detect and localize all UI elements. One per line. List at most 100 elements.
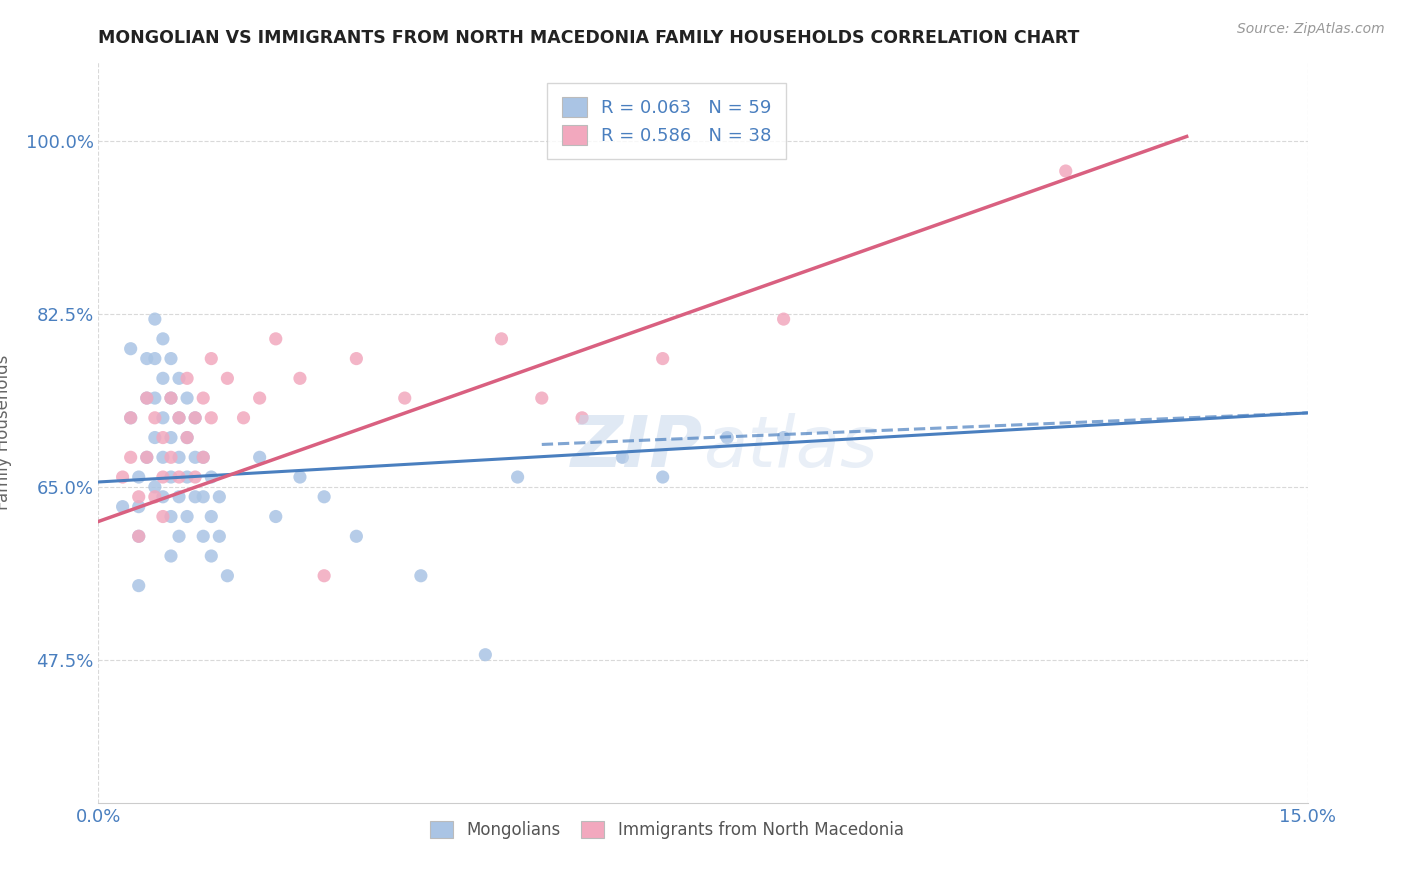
Point: [111, 470, 134, 484]
Point: [651, 351, 673, 366]
Point: [716, 431, 738, 445]
Point: [249, 391, 271, 405]
Point: [135, 450, 157, 465]
Point: [143, 480, 166, 494]
Point: [160, 549, 183, 563]
Point: [200, 549, 222, 563]
Point: [176, 391, 198, 405]
Legend: Mongolians, Immigrants from North Macedonia: Mongolians, Immigrants from North Macedo…: [422, 813, 912, 847]
Point: [772, 431, 794, 445]
Point: [160, 470, 183, 484]
Point: [143, 312, 166, 326]
Point: [143, 431, 166, 445]
Point: [128, 579, 150, 593]
Point: [160, 450, 183, 465]
Point: [143, 391, 166, 405]
Point: [176, 431, 198, 445]
Point: [200, 470, 222, 484]
Point: [217, 568, 239, 582]
Point: [506, 470, 529, 484]
Point: [128, 529, 150, 543]
Point: [152, 470, 174, 484]
Point: [193, 450, 215, 465]
Point: [200, 509, 222, 524]
Point: [135, 391, 157, 405]
Point: [167, 410, 190, 425]
Point: [143, 410, 166, 425]
Y-axis label: Family Households: Family Households: [0, 355, 11, 510]
Point: [160, 351, 183, 366]
Point: [193, 391, 215, 405]
Point: [160, 431, 183, 445]
Point: [264, 509, 287, 524]
Point: [651, 470, 673, 484]
Point: [152, 450, 174, 465]
Point: [232, 410, 254, 425]
Point: [571, 410, 593, 425]
Point: [217, 371, 239, 385]
Point: [409, 568, 432, 582]
Point: [200, 351, 222, 366]
Point: [264, 332, 287, 346]
Point: [1054, 164, 1077, 178]
Point: [176, 509, 198, 524]
Point: [167, 490, 190, 504]
Point: [160, 391, 183, 405]
Point: [208, 529, 231, 543]
Point: [135, 450, 157, 465]
Point: [120, 410, 142, 425]
Point: [184, 490, 207, 504]
Point: [184, 410, 207, 425]
Point: [314, 568, 336, 582]
Point: [193, 450, 215, 465]
Point: [612, 450, 634, 465]
Point: [160, 509, 183, 524]
Point: [120, 342, 142, 356]
Text: Source: ZipAtlas.com: Source: ZipAtlas.com: [1237, 22, 1385, 37]
Point: [176, 431, 198, 445]
Point: [128, 490, 150, 504]
Point: [152, 490, 174, 504]
Point: [167, 529, 190, 543]
Point: [208, 490, 231, 504]
Point: [167, 470, 190, 484]
Point: [772, 312, 794, 326]
Point: [530, 391, 553, 405]
Point: [160, 391, 183, 405]
Point: [193, 490, 215, 504]
Point: [249, 450, 271, 465]
Point: [167, 371, 190, 385]
Point: [120, 450, 142, 465]
Point: [200, 410, 222, 425]
Point: [176, 371, 198, 385]
Point: [288, 371, 311, 385]
Point: [344, 351, 367, 366]
Point: [152, 332, 174, 346]
Point: [474, 648, 496, 662]
Point: [135, 391, 157, 405]
Text: ZIP: ZIP: [571, 413, 703, 482]
Point: [128, 500, 150, 514]
Text: atlas: atlas: [703, 413, 877, 482]
Point: [184, 470, 207, 484]
Point: [167, 410, 190, 425]
Point: [152, 431, 174, 445]
Point: [143, 490, 166, 504]
Point: [152, 410, 174, 425]
Point: [394, 391, 416, 405]
Text: MONGOLIAN VS IMMIGRANTS FROM NORTH MACEDONIA FAMILY HOUSEHOLDS CORRELATION CHART: MONGOLIAN VS IMMIGRANTS FROM NORTH MACED…: [98, 29, 1080, 47]
Point: [184, 410, 207, 425]
Point: [128, 470, 150, 484]
Point: [288, 470, 311, 484]
Point: [344, 529, 367, 543]
Point: [167, 450, 190, 465]
Point: [143, 351, 166, 366]
Point: [111, 500, 134, 514]
Point: [184, 450, 207, 465]
Point: [152, 371, 174, 385]
Point: [176, 470, 198, 484]
Point: [193, 529, 215, 543]
Point: [314, 490, 336, 504]
Point: [491, 332, 513, 346]
Point: [128, 529, 150, 543]
